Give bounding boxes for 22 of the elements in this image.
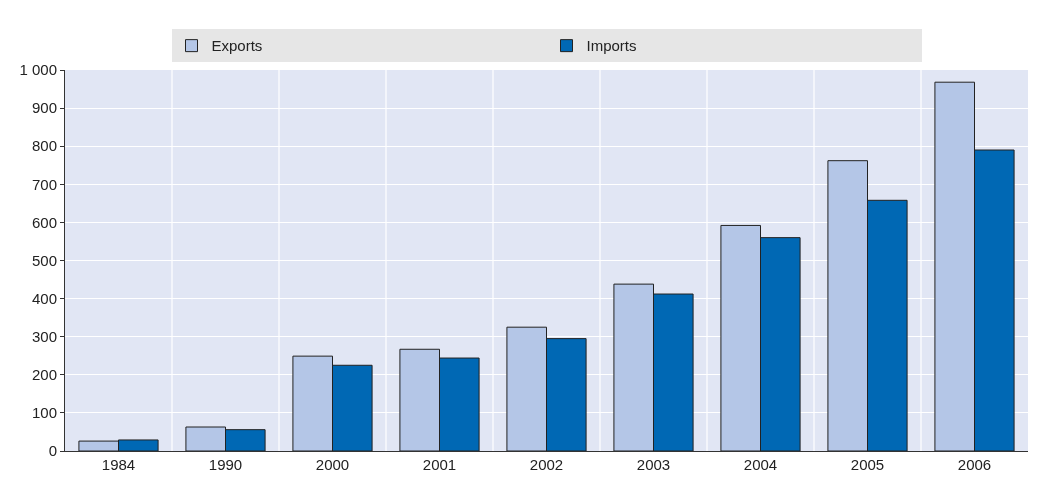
y-tick-label: 0 (48, 442, 57, 460)
y-tick-label: 100 (31, 404, 57, 422)
x-tick-label: 2005 (850, 456, 885, 473)
y-tick-label: 700 (31, 175, 57, 193)
y-tick-label: 300 (31, 327, 57, 345)
y-tick-label: 200 (31, 366, 57, 384)
legend-label: Imports (586, 37, 637, 55)
y-tick-label: 900 (31, 99, 57, 117)
legend-label: Exports (211, 37, 263, 55)
y-tick-label: 800 (31, 137, 57, 155)
x-tick-label: 1984 (101, 456, 136, 473)
y-tick-label: 1 000 (19, 61, 57, 79)
x-tick-label: 2003 (636, 456, 671, 473)
x-tick-label: 1990 (208, 456, 243, 473)
x-tick-label: 2001 (422, 456, 457, 473)
y-tick-label: 400 (31, 289, 57, 307)
y-tick-label: 600 (31, 213, 57, 231)
x-tick-label: 2004 (743, 456, 778, 473)
x-tick-label: 2006 (957, 456, 992, 473)
x-tick-label: 2000 (315, 456, 350, 473)
y-tick-label: 500 (31, 251, 57, 269)
x-tick-label: 2002 (529, 456, 564, 473)
